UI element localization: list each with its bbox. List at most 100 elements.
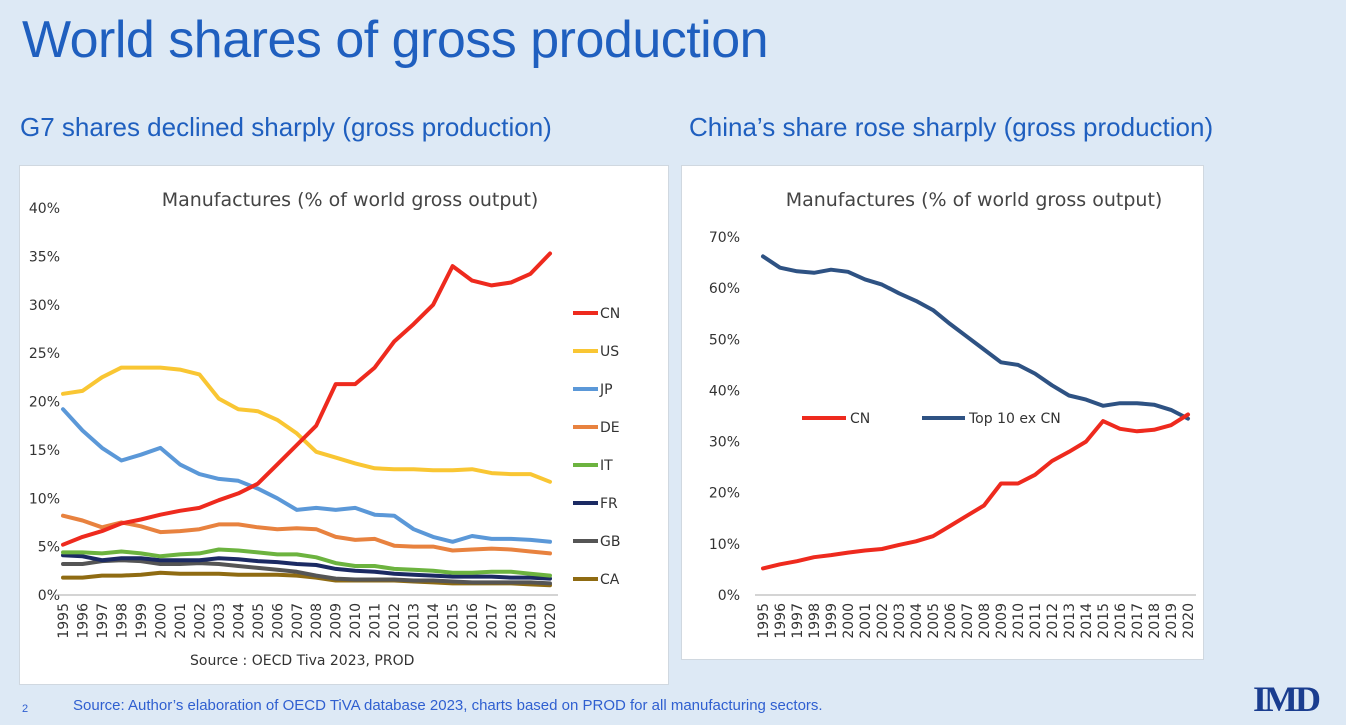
x-tick-label: 2003: [212, 603, 228, 639]
y-tick-label: 0%: [718, 588, 740, 604]
x-tick-label: 2007: [290, 603, 306, 639]
x-tick-label: 2006: [943, 603, 959, 639]
y-tick-label: 0%: [38, 588, 60, 604]
x-tick-label: 2018: [504, 603, 520, 639]
x-tick-label: 2005: [926, 603, 942, 639]
x-tick-label: 2019: [1164, 603, 1180, 639]
subtitle-left: G7 shares declined sharply (gross produc…: [20, 112, 552, 142]
x-tick-label: 2009: [329, 603, 345, 639]
x-tick-label: 1996: [75, 603, 91, 639]
y-tick-label: 40%: [29, 201, 60, 217]
x-tick-label: 2013: [1062, 603, 1078, 639]
x-tick-label: 2001: [173, 603, 189, 639]
y-tick-label: 30%: [29, 298, 60, 314]
page-number: 2: [22, 703, 29, 715]
y-tick-label: 10%: [29, 491, 60, 507]
series-line-de: [61, 513, 552, 556]
subtitle-right: China’s share rose sharply (gross produc…: [689, 112, 1214, 142]
x-tick-label: 1997: [790, 603, 806, 639]
x-tick-label: 2016: [465, 603, 481, 639]
series-line-cn: [61, 251, 552, 547]
legend-label-ca: CA: [600, 572, 620, 588]
y-tick-label: 60%: [709, 281, 740, 297]
chart-title: Manufactures (% of world gross output): [786, 189, 1163, 211]
x-tick-label: 1999: [134, 603, 150, 639]
x-tick-label: 2015: [1096, 603, 1112, 639]
legend-label-jp: JP: [599, 382, 613, 398]
x-tick-label: 1996: [773, 603, 789, 639]
chart-panel-left: Manufactures (% of world gross output) 0%…: [19, 165, 669, 685]
x-tick-label: 2017: [1130, 603, 1146, 639]
x-tick-label: 2018: [1147, 603, 1163, 639]
x-tick-label: 2000: [153, 603, 169, 639]
series-line-gb: [61, 558, 552, 586]
series-line-cn: [761, 412, 1190, 571]
x-tick-label: 2011: [368, 603, 384, 639]
series-line-it: [61, 547, 552, 578]
x-tick-label: 1997: [95, 603, 111, 639]
x-tick-label: 2017: [485, 603, 501, 639]
x-tick-label: 2010: [1011, 603, 1027, 639]
y-tick-label: 70%: [709, 230, 740, 246]
x-tick-label: 2020: [1181, 603, 1197, 639]
legend-label-1: Top 10 ex CN: [968, 411, 1061, 427]
x-tick-label: 2015: [446, 603, 462, 639]
x-tick-label: 2003: [892, 603, 908, 639]
source-note: Source : OECD Tiva 2023, PROD: [190, 653, 414, 669]
legend-label-fr: FR: [600, 496, 618, 512]
y-tick-label: 25%: [29, 346, 60, 362]
legend-label-de: DE: [600, 420, 620, 436]
x-tick-label: 2012: [1045, 603, 1061, 639]
legend-label-0: CN: [850, 411, 870, 427]
series-line-us: [61, 365, 552, 484]
legend-label-cn: CN: [600, 306, 620, 322]
series-line-fr: [61, 553, 552, 581]
y-tick-label: 5%: [38, 540, 60, 556]
y-tick-label: 30%: [709, 435, 740, 451]
x-tick-label: 2007: [960, 603, 976, 639]
chart-left: Manufactures (% of world gross output) 0%…: [29, 189, 621, 669]
y-tick-label: 20%: [29, 395, 60, 411]
chart-right: Manufactures (% of world gross output) 0%…: [709, 189, 1197, 639]
x-tick-label: 2014: [426, 603, 442, 639]
x-tick-label: 2011: [1028, 603, 1044, 639]
x-tick-label: 2010: [348, 603, 364, 639]
y-tick-label: 40%: [709, 383, 740, 399]
x-tick-label: 2001: [858, 603, 874, 639]
x-tick-label: 2002: [875, 603, 891, 639]
legend-label-gb: GB: [600, 534, 620, 550]
legend-label-it: IT: [600, 458, 613, 474]
x-tick-label: 2002: [192, 603, 208, 639]
slide-title: World shares of gross production: [22, 11, 769, 69]
y-tick-label: 35%: [29, 249, 60, 265]
x-tick-label: 2019: [524, 603, 540, 639]
x-tick-label: 2004: [909, 603, 925, 639]
x-tick-label: 2012: [387, 603, 403, 639]
x-tick-label: 2009: [994, 603, 1010, 639]
x-tick-label: 1998: [114, 603, 130, 639]
x-tick-label: 2014: [1079, 603, 1095, 639]
y-tick-label: 20%: [709, 486, 740, 502]
x-tick-label: 2016: [1113, 603, 1129, 639]
x-tick-label: 1999: [824, 603, 840, 639]
y-tick-label: 15%: [29, 443, 60, 459]
x-tick-label: 1998: [807, 603, 823, 639]
x-tick-label: 2004: [231, 603, 247, 639]
series-line-jp: [61, 407, 552, 544]
x-tick-label: 2008: [309, 603, 325, 639]
legend-label-us: US: [600, 344, 619, 360]
chart-panel-right: Manufactures (% of world gross output) 0%…: [681, 165, 1204, 660]
imd-logo: IMD: [1253, 679, 1321, 719]
y-tick-label: 10%: [709, 537, 740, 553]
x-tick-label: 2008: [977, 603, 993, 639]
chart-title: Manufactures (% of world gross output): [162, 189, 539, 211]
x-tick-label: 2020: [543, 603, 559, 639]
x-tick-label: 1995: [56, 603, 72, 639]
x-tick-label: 2000: [841, 603, 857, 639]
x-tick-label: 2005: [251, 603, 267, 639]
footer-source: Source: Author’s elaboration of OECD TiV…: [73, 697, 823, 714]
y-tick-label: 50%: [709, 332, 740, 348]
x-tick-label: 2013: [407, 603, 423, 639]
series-line-top-10-ex-cn: [761, 254, 1190, 421]
x-tick-label: 1995: [756, 603, 772, 639]
